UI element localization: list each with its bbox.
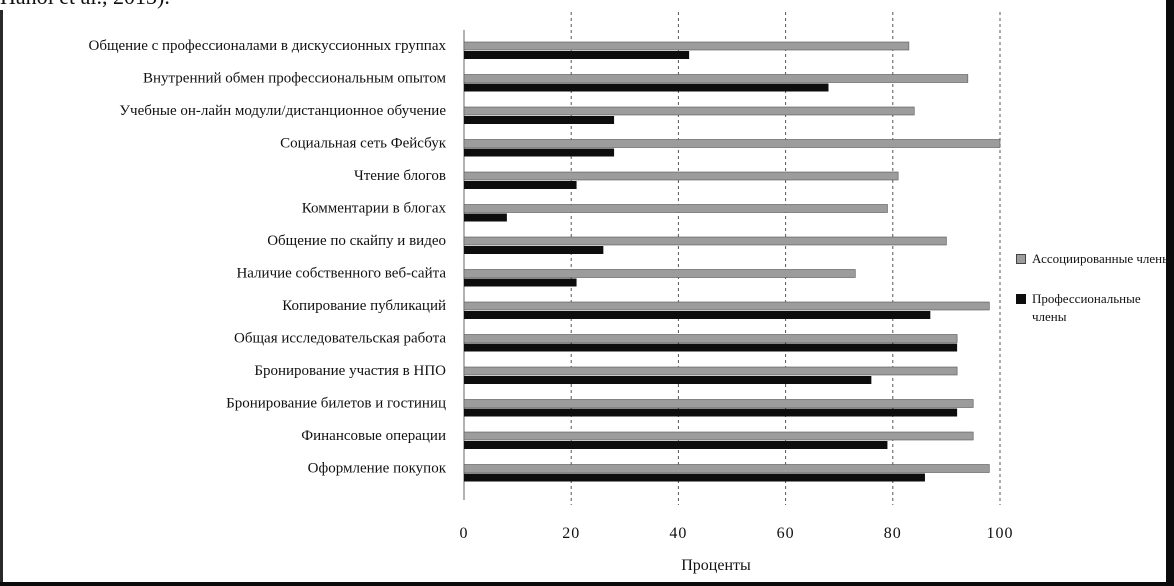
- bar-associated: [463, 366, 958, 376]
- bar-professional: [464, 311, 931, 319]
- legend-item-professional: Профессиональные члены: [1016, 290, 1174, 326]
- legend-swatch-associated: [1016, 254, 1026, 264]
- bar-associated: [463, 464, 990, 473]
- bar-associated: [463, 334, 958, 343]
- x-tick-label: 100: [987, 525, 1014, 542]
- category-label: Социальная сеть Фейсбук: [280, 136, 447, 152]
- bar-professional: [464, 343, 958, 352]
- category-label: Учебные он-лайн модули/дистанционное обу…: [119, 103, 446, 119]
- category-label: Наличие собственного веб-сайта: [236, 266, 446, 282]
- header-fragment: Hanoi et al., 2013).: [0, 0, 170, 10]
- chart-legend: Ассоциированные члены Профессиональные ч…: [1016, 250, 1174, 348]
- page-border-bottom: [0, 582, 1174, 586]
- bar-professional: [464, 148, 615, 157]
- bar-associated: [463, 301, 990, 311]
- bar-associated: [463, 171, 899, 181]
- legend-swatch-professional: [1016, 294, 1026, 304]
- category-label: Бронирование участия в НПО: [254, 363, 446, 379]
- bar-professional: [464, 51, 690, 59]
- category-label: Чтение блогов: [354, 168, 446, 184]
- x-tick-label: 40: [669, 525, 687, 542]
- bar-professional: [464, 441, 888, 449]
- x-tick-label: 80: [884, 525, 902, 542]
- category-label: Копирование публикаций: [282, 298, 446, 314]
- page-border-left: [0, 10, 3, 586]
- bar-associated: [463, 204, 888, 213]
- bar-professional: [464, 473, 925, 482]
- x-axis-label: Проценты: [681, 557, 751, 574]
- bar-professional: [464, 408, 958, 417]
- category-label: Оформление покупок: [308, 461, 447, 477]
- x-tick-label: 0: [460, 525, 469, 542]
- category-label: Внутренний обмен профессиональным опытом: [143, 71, 446, 87]
- bar-associated: [463, 74, 969, 83]
- category-label: Общение по скайпу и видео: [267, 233, 446, 249]
- category-label: Финансовые операции: [301, 428, 446, 444]
- legend-label-professional: Профессиональные члены: [1032, 291, 1141, 324]
- bar-professional: [464, 246, 604, 254]
- bar-associated: [463, 236, 947, 246]
- legend-item-associated: Ассоциированные члены: [1016, 250, 1174, 268]
- bar-professional: [464, 278, 577, 287]
- bar-professional: [464, 181, 577, 189]
- x-tick-label: 60: [777, 525, 795, 542]
- bar-associated: [463, 41, 910, 51]
- category-label: Общение с профессионалами в дискуссионны…: [88, 38, 446, 54]
- legend-label-associated: Ассоциированные члены: [1032, 251, 1171, 266]
- bar-associated: [463, 399, 974, 408]
- category-label: Бронирование билетов и гостиниц: [226, 396, 446, 412]
- bar-professional: [464, 116, 615, 124]
- category-label: Общая исследовательская работа: [234, 331, 446, 347]
- bar-professional: [464, 376, 872, 384]
- bar-professional: [464, 213, 507, 222]
- bar-associated: [463, 139, 1001, 148]
- category-label: Комментарии в блогах: [302, 201, 447, 217]
- x-tick-label: 20: [562, 525, 580, 542]
- bar-associated: [463, 106, 915, 116]
- page-border-right: [1166, 0, 1174, 586]
- bar-professional: [464, 83, 829, 92]
- bar-associated: [463, 431, 974, 441]
- bar-associated: [463, 269, 856, 278]
